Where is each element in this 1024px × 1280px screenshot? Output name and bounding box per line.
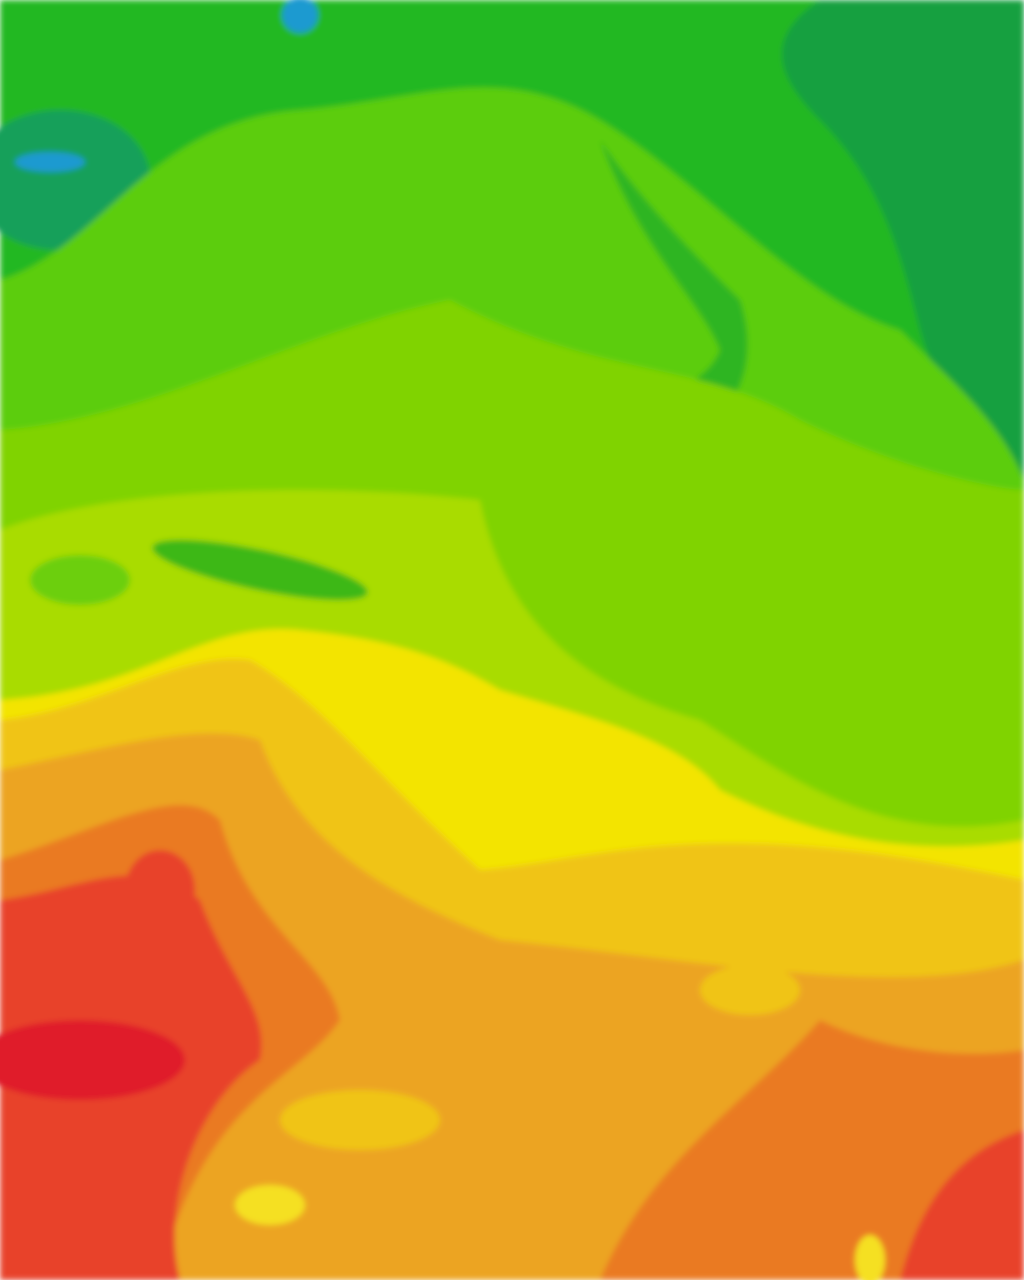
ridge	[580, 140, 748, 443]
amber-patch	[280, 1090, 440, 1150]
ridge	[30, 555, 130, 605]
hottest-spot	[0, 1020, 185, 1100]
amber-patch	[700, 965, 800, 1015]
cold-spot	[15, 152, 85, 172]
hot-region	[600, 1020, 1024, 1280]
ridge	[152, 539, 368, 601]
cool-region	[782, 0, 1024, 480]
yellow-patch	[855, 1235, 885, 1280]
yellow-patch	[235, 1185, 305, 1225]
very-hot-region	[900, 1130, 1024, 1280]
cold-spot	[282, 0, 318, 33]
very-hot-patch	[125, 850, 195, 930]
